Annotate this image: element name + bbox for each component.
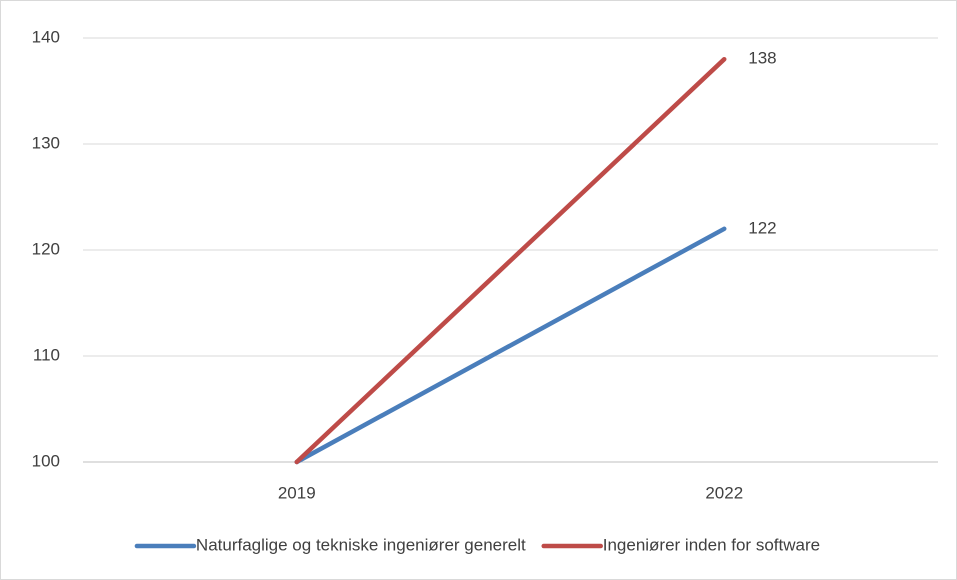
series-line — [294, 56, 727, 465]
y-tick-label: 120 — [32, 239, 60, 258]
legend-label: Naturfaglige og tekniske ingeniører gene… — [196, 535, 526, 554]
series-line — [294, 226, 727, 465]
legend-label: Ingeniører inden for software — [603, 535, 820, 554]
x-tick-label: 2022 — [705, 483, 743, 502]
y-tick-label: 110 — [33, 345, 60, 364]
y-tick-label: 140 — [32, 27, 60, 46]
y-tick-label: 130 — [32, 133, 60, 152]
data-label: 122 — [748, 218, 776, 237]
y-tick-label: 100 — [32, 451, 60, 470]
x-tick-label: 2019 — [278, 483, 316, 502]
data-label: 138 — [748, 49, 776, 68]
